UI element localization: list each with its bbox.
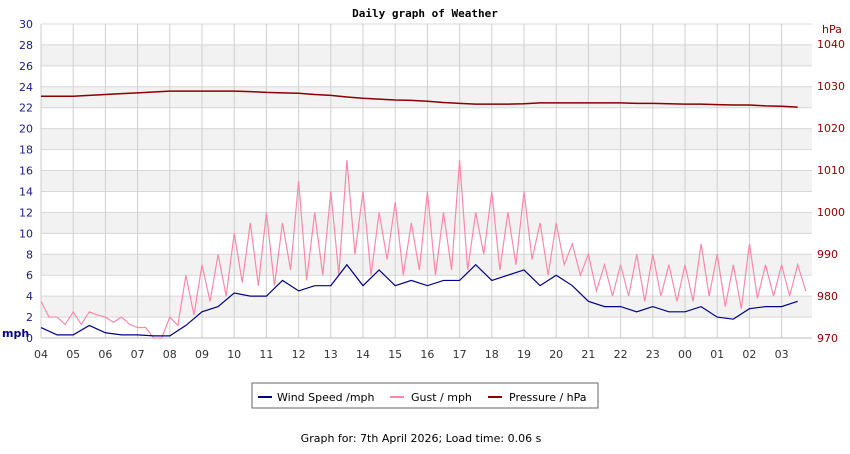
x-tick-label: 07 [131,348,145,361]
grid-band [41,296,812,318]
x-tick-label: 13 [324,348,338,361]
left-tick-label: 10 [19,227,33,240]
x-tick-label: 08 [163,348,177,361]
wind-speed-line [40,263,798,337]
left-tick-label: 26 [19,60,33,73]
x-tick-label: 03 [775,348,789,361]
x-tick-label: 18 [485,348,499,361]
grid-band [41,128,812,150]
x-tick-label: 15 [388,348,402,361]
legend-pressure: Pressure / hPa [509,391,587,404]
x-tick-label: 09 [195,348,209,361]
left-tick-label: 22 [19,102,33,115]
x-tick-label: 20 [549,348,563,361]
right-tick-label: 1040 [817,38,845,51]
x-tick-label: 04 [34,348,48,361]
left-tick-label: 24 [19,81,33,94]
left-tick-label: 18 [19,144,33,157]
left-tick-label: 30 [19,18,33,31]
chart-title: Daily graph of Weather [352,7,498,20]
legend: Wind Speed /mph Gust / mph Pressure / hP… [251,382,599,409]
pressure-line [41,90,798,108]
grid-band [41,254,812,276]
left-tick-label: 28 [19,39,33,52]
footer-text: Graph for: 7th April 2026; Load time: 0.… [301,432,542,445]
x-tick-label: 02 [742,348,756,361]
grid-band [41,170,812,192]
left-tick-label: 12 [19,206,33,219]
x-tick-label: 06 [98,348,112,361]
left-tick-label: 0 [26,332,33,345]
right-tick-label: 1000 [817,206,845,219]
x-tick-label: 22 [614,348,628,361]
legend-wind: Wind Speed /mph [277,391,375,404]
left-tick-label: 14 [19,185,33,198]
gust-line [40,160,807,339]
x-tick-label: 01 [710,348,724,361]
right-tick-label: 970 [817,332,838,345]
left-tick-label: 20 [19,123,33,136]
left-tick-label: 2 [26,311,33,324]
x-tick-label: 19 [517,348,531,361]
x-tick-label: 17 [453,348,467,361]
legend-gust: Gust / mph [411,391,472,404]
x-tick-label: 05 [66,348,80,361]
left-tick-label: 6 [26,269,33,282]
x-tick-label: 16 [420,348,434,361]
x-tick-label: 11 [259,348,273,361]
grid-band [41,44,812,66]
x-tick-label: 21 [581,348,595,361]
right-tick-label: 980 [817,290,838,303]
x-tick-label: 14 [356,348,370,361]
right-tick-label: 990 [817,248,838,261]
x-tick-label: 00 [678,348,692,361]
x-tick-label: 12 [292,348,306,361]
x-tick-label: 10 [227,348,241,361]
grid-band [41,212,812,234]
x-tick-label: 23 [646,348,660,361]
right-tick-label: 1010 [817,164,845,177]
left-axis-label: mph [2,327,29,340]
left-tick-label: 8 [26,248,33,261]
right-axis-label: hPa [822,23,842,36]
right-tick-label: 1030 [817,80,845,93]
left-tick-label: 16 [19,165,33,178]
right-tick-label: 1020 [817,122,845,135]
left-tick-label: 4 [26,290,33,303]
